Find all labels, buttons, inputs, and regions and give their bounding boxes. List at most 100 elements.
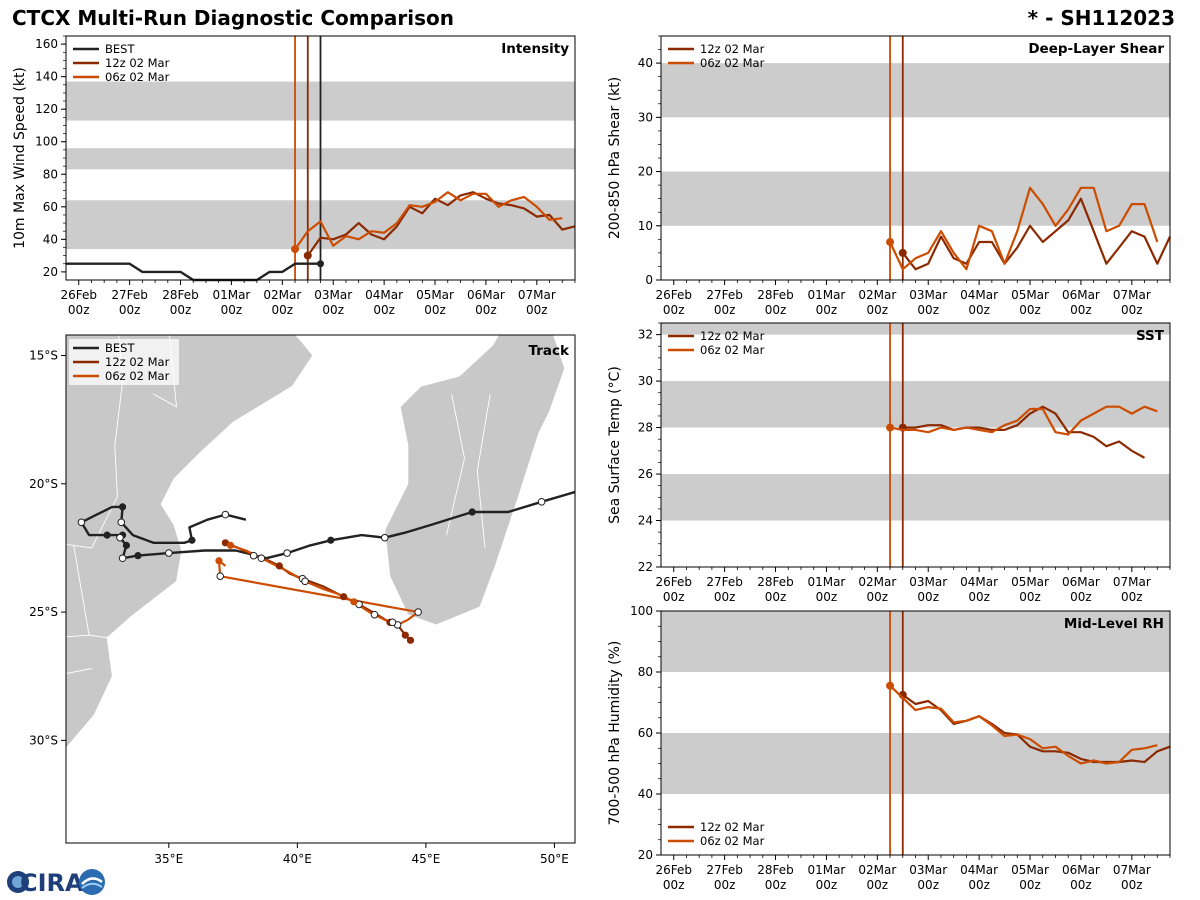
shear-xtick-label: 07Mar xyxy=(1113,288,1151,302)
rh-ytick-label: 20 xyxy=(638,848,653,862)
sst-category-band xyxy=(661,381,1170,428)
track-point-open-12z-02-mar xyxy=(249,551,258,560)
intensity-ytick-label: 80 xyxy=(43,167,58,181)
shear-xtick-label: 28Feb xyxy=(757,288,794,302)
track-point-open-best xyxy=(77,518,86,527)
intensity-title: Intensity xyxy=(501,41,569,57)
intensity-xtick-label: 05Mar xyxy=(416,288,454,302)
intensity-xtick-label: 02Mar xyxy=(263,288,301,302)
track-point-open-06z-02-mar xyxy=(388,618,397,627)
intensity-legend-label-best: BEST xyxy=(105,42,135,56)
intensity-start-point-06z-02-mar xyxy=(291,245,300,254)
sst-panel: 22 24 26 28 30 32 Sea Surface Temp (°C) SST 26Fe… xyxy=(607,322,1171,604)
shear-xtick-sublabel: 00z xyxy=(1070,303,1092,317)
track-xtick-label: 35°E xyxy=(154,852,183,866)
sst-category-band xyxy=(661,323,1170,335)
track-point-open-06z-02-mar xyxy=(301,577,309,586)
sst-ytick-label: 24 xyxy=(638,514,653,528)
sst-xtick-label: 06Mar xyxy=(1062,575,1100,589)
track-point-filled-06z-02-mar xyxy=(215,557,223,565)
sst-xtick-sublabel: 00z xyxy=(714,590,736,604)
sst-xtick-label: 03Mar xyxy=(909,575,947,589)
sst-xtick-sublabel: 00z xyxy=(1121,590,1143,604)
track-point-open-best xyxy=(117,518,126,527)
sst-xtick-label: 05Mar xyxy=(1011,575,1049,589)
logo-text: CIRA xyxy=(20,869,84,897)
rh-xtick-sublabel: 00z xyxy=(917,878,939,892)
sst-legend-label-12z-02-mar: 12z 02 Mar xyxy=(700,329,765,343)
rh-xtick-label: 01Mar xyxy=(807,863,845,877)
rh-xtick-sublabel: 00z xyxy=(714,878,736,892)
track-point-filled-best xyxy=(103,531,111,539)
intensity-xtick-label: 03Mar xyxy=(314,288,352,302)
sst-xtick-label: 04Mar xyxy=(960,575,998,589)
rh-xtick-label: 26Feb xyxy=(655,863,692,877)
shear-start-point-12z-02-mar xyxy=(898,248,907,257)
shear-panel: 0 10 20 30 40 200-850 hPa Shear (kt) Deep-Laye… xyxy=(607,35,1171,317)
shear-xtick-label: 26Feb xyxy=(655,288,692,302)
intensity-xtick-label: 04Mar xyxy=(365,288,403,302)
shear-xtick-label: 02Mar xyxy=(858,288,896,302)
sst-ytick-label: 32 xyxy=(638,328,653,342)
shear-xtick-sublabel: 00z xyxy=(968,303,990,317)
country-border xyxy=(66,543,74,546)
sst-xtick-sublabel: 00z xyxy=(917,590,939,604)
sst-start-point-06z-02-mar xyxy=(886,423,895,432)
track-point-open-best xyxy=(221,510,230,519)
shear-xtick-sublabel: 00z xyxy=(917,303,939,317)
track-point-open-best xyxy=(380,533,389,542)
track-frame xyxy=(65,334,576,844)
africa-landmass xyxy=(66,335,314,749)
shear-xtick-sublabel: 00z xyxy=(816,303,838,317)
shear-title: Deep-Layer Shear xyxy=(1028,41,1164,57)
rh-legend-label-12z-02-mar: 12z 02 Mar xyxy=(700,820,765,834)
intensity-xtick-sublabel: 00z xyxy=(272,303,294,317)
sst-ytick-label: 22 xyxy=(638,560,653,574)
intensity-xtick-label: 28Feb xyxy=(162,288,199,302)
shear-xtick-sublabel: 00z xyxy=(867,303,889,317)
intensity-xtick-sublabel: 00z xyxy=(322,303,344,317)
sst-ytick-label: 30 xyxy=(638,374,653,388)
shear-xtick-label: 04Mar xyxy=(960,288,998,302)
intensity-end-point-best xyxy=(317,260,324,268)
rh-xtick-label: 06Mar xyxy=(1062,863,1100,877)
sst-xtick-label: 02Mar xyxy=(858,575,896,589)
sst-xtick-sublabel: 00z xyxy=(765,590,787,604)
country-border xyxy=(66,668,92,675)
country-border xyxy=(66,634,90,638)
intensity-ytick-label: 40 xyxy=(43,232,58,246)
country-border xyxy=(446,393,465,536)
track-xtick-label: 40°E xyxy=(283,852,312,866)
rh-xtick-label: 04Mar xyxy=(960,863,998,877)
track-ytick-label: 30°S xyxy=(29,733,58,747)
track-point-filled-12z-02-mar xyxy=(406,636,415,644)
rh-xtick-label: 28Feb xyxy=(757,863,794,877)
sst-xtick-label: 28Feb xyxy=(757,575,794,589)
track-ytick-label: 25°S xyxy=(29,605,58,619)
sst-xtick-label: 07Mar xyxy=(1113,575,1151,589)
rh-xtick-sublabel: 00z xyxy=(663,878,685,892)
track-point-open-best xyxy=(118,554,127,563)
country-border xyxy=(476,393,491,548)
shear-legend-label-12z-02-mar: 12z 02 Mar xyxy=(700,42,765,56)
shear-ylabel: 200-850 hPa Shear (kt) xyxy=(607,77,623,239)
sst-ylabel: Sea Surface Temp (°C) xyxy=(607,366,623,524)
track-point-filled-06z-02-mar xyxy=(350,598,358,606)
track-point-filled-best xyxy=(118,503,127,511)
shear-xtick-sublabel: 00z xyxy=(663,303,685,317)
storm-id-label: * - SH112023 xyxy=(1027,6,1175,30)
shear-xtick-label: 27Feb xyxy=(706,288,743,302)
intensity-legend-label-06z-02-mar: 06z 02 Mar xyxy=(105,70,170,84)
track-point-open-06z-02-mar xyxy=(257,554,266,563)
shear-xtick-label: 06Mar xyxy=(1062,288,1100,302)
track-panel: 35°E 40°E 45°E 50°E 15°S 20°S 25°S 30°S Track BES… xyxy=(29,334,576,866)
intensity-xtick-label: 06Mar xyxy=(467,288,505,302)
intensity-series-06z-02-mar xyxy=(294,191,563,250)
sst-xtick-label: 01Mar xyxy=(807,575,845,589)
track-point-filled-12z-02-mar xyxy=(275,562,283,570)
shear-xtick-sublabel: 00z xyxy=(714,303,736,317)
track-point-open-best xyxy=(165,549,173,557)
track-ytick-label: 20°S xyxy=(29,477,58,491)
shear-ytick-label: 30 xyxy=(638,110,653,124)
